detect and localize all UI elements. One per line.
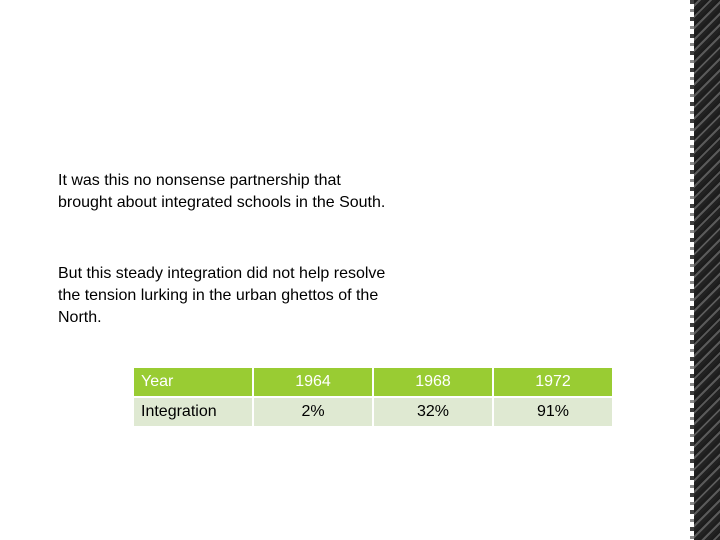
header-cell-year: Year xyxy=(132,366,254,398)
header-cell-1964: 1964 xyxy=(252,366,374,398)
integration-table: Year 1964 1968 1972 Integration 2% 32% 9… xyxy=(132,366,614,428)
decorative-side-border xyxy=(694,0,720,540)
paragraph-partnership: It was this no nonsense partnership that… xyxy=(58,172,386,211)
cell-1972: 91% xyxy=(492,396,614,428)
row-label-integration: Integration xyxy=(132,396,254,428)
paragraph-integration-tension: But this steady integration did not help… xyxy=(58,265,386,326)
cell-1964: 2% xyxy=(252,396,374,428)
table-row: Integration 2% 32% 91% xyxy=(132,396,614,428)
header-cell-1968: 1968 xyxy=(372,366,494,398)
table-header-row: Year 1964 1968 1972 xyxy=(132,366,614,398)
header-cell-1972: 1972 xyxy=(492,366,614,398)
cell-1968: 32% xyxy=(372,396,494,428)
